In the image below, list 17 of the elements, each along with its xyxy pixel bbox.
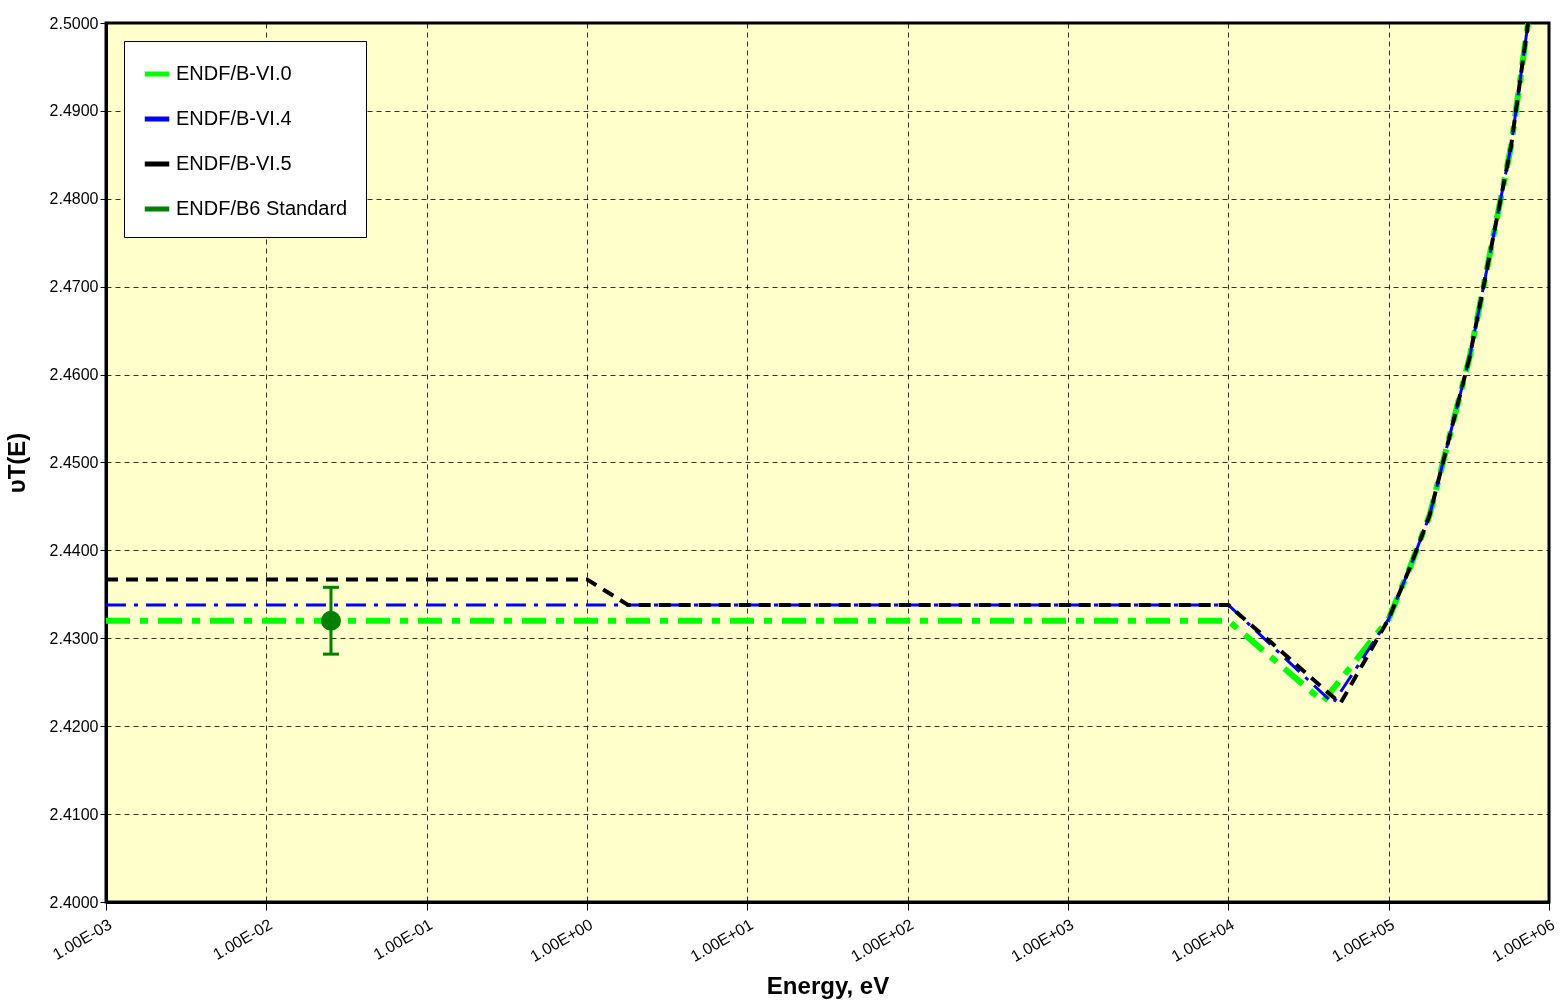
y-tick-label: 2.4600 xyxy=(49,366,99,384)
y-tick-label: 2.4800 xyxy=(49,190,99,208)
y-tick-label: 2.4400 xyxy=(49,541,99,559)
y-tick-label: 2.4200 xyxy=(49,717,99,735)
legend-label: ENDF/B6 Standard xyxy=(176,197,348,219)
y-axis-title: υT(E) xyxy=(2,432,30,494)
legend-label: ENDF/B-VI.5 xyxy=(176,152,292,174)
y-tick-label: 2.5000 xyxy=(49,14,99,32)
y-tick-label: 2.4700 xyxy=(49,278,99,296)
x-axis-title: Energy, eV xyxy=(766,971,890,999)
y-tick-label: 2.4500 xyxy=(49,454,99,471)
y-tick-label: 2.4900 xyxy=(49,102,99,120)
y-tick-label: 2.4100 xyxy=(49,805,99,823)
y-tick-label: 2.4000 xyxy=(49,893,99,911)
legend-label: ENDF/B-VI.4 xyxy=(176,107,292,129)
y-tick-label: 2.4300 xyxy=(49,629,99,647)
legend-label: ENDF/B-VI.0 xyxy=(176,62,292,84)
